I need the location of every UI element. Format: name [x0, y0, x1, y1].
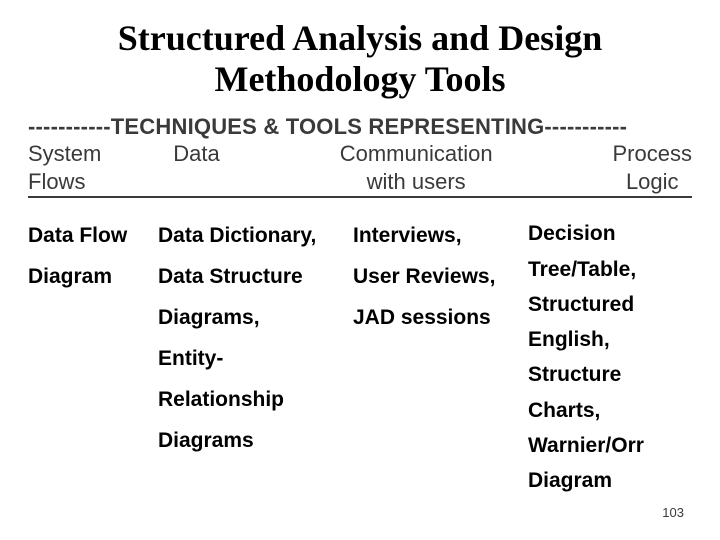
body-cell: Diagram: [28, 257, 158, 298]
body-col-3: Interviews, User Reviews, JAD sessions: [353, 216, 528, 498]
body-cell: User Reviews,: [353, 257, 528, 298]
column-header-block: -----------TECHNIQUES & TOOLS REPRESENTI…: [28, 113, 692, 199]
body-cell: Entity-: [158, 339, 353, 380]
body-cell: Diagrams,: [158, 298, 353, 339]
body-cell: Diagrams: [158, 421, 353, 462]
body-col-1: Data Flow Diagram: [28, 216, 158, 498]
body-cell: Data Flow: [28, 216, 158, 257]
body-cell: Warnier/Orr: [528, 428, 688, 463]
body-cell: Data Structure: [158, 257, 353, 298]
title-line-1: Structured Analysis and Design: [118, 18, 602, 58]
header-col-communication: Communication with users: [340, 140, 493, 195]
header-columns: System Flows Data Communication with use…: [28, 140, 692, 198]
header-col-process-logic: Process Logic: [613, 140, 692, 195]
body-cell: Relationship: [158, 380, 353, 421]
header-col-1-line-2: Flows: [28, 168, 101, 196]
header-col-1-line-1: System: [28, 140, 101, 168]
body-cell: Decision: [528, 216, 688, 251]
body-cell: Diagram: [528, 463, 688, 498]
header-banner: -----------TECHNIQUES & TOOLS REPRESENTI…: [28, 113, 692, 141]
body-col-4: Decision Tree/Table, Structured English,…: [528, 216, 688, 498]
page-number: 103: [662, 505, 684, 520]
body-cell: Tree/Table,: [528, 252, 688, 287]
body-cell: Structured: [528, 287, 688, 322]
header-col-4-line-2: Logic: [613, 168, 692, 196]
title-line-2: Methodology Tools: [214, 59, 505, 99]
body-cell: English,: [528, 322, 688, 357]
body-col-2: Data Dictionary, Data Structure Diagrams…: [158, 216, 353, 498]
body-cell: JAD sessions: [353, 298, 528, 339]
header-col-system-flows: System Flows: [28, 140, 101, 195]
header-col-3-line-2: with users: [340, 168, 493, 196]
header-col-data: Data: [173, 140, 219, 195]
body-cell: Interviews,: [353, 216, 528, 257]
body-cell: Data Dictionary,: [158, 216, 353, 257]
header-col-2-line-1: Data: [173, 140, 219, 168]
body-cell: Structure: [528, 357, 688, 392]
header-col-3-line-1: Communication: [340, 140, 493, 168]
header-col-4-line-1: Process: [613, 140, 692, 168]
body-cell: Charts,: [528, 393, 688, 428]
body-grid: Data Flow Diagram Data Dictionary, Data …: [28, 216, 692, 498]
slide-title: Structured Analysis and Design Methodolo…: [28, 18, 692, 101]
